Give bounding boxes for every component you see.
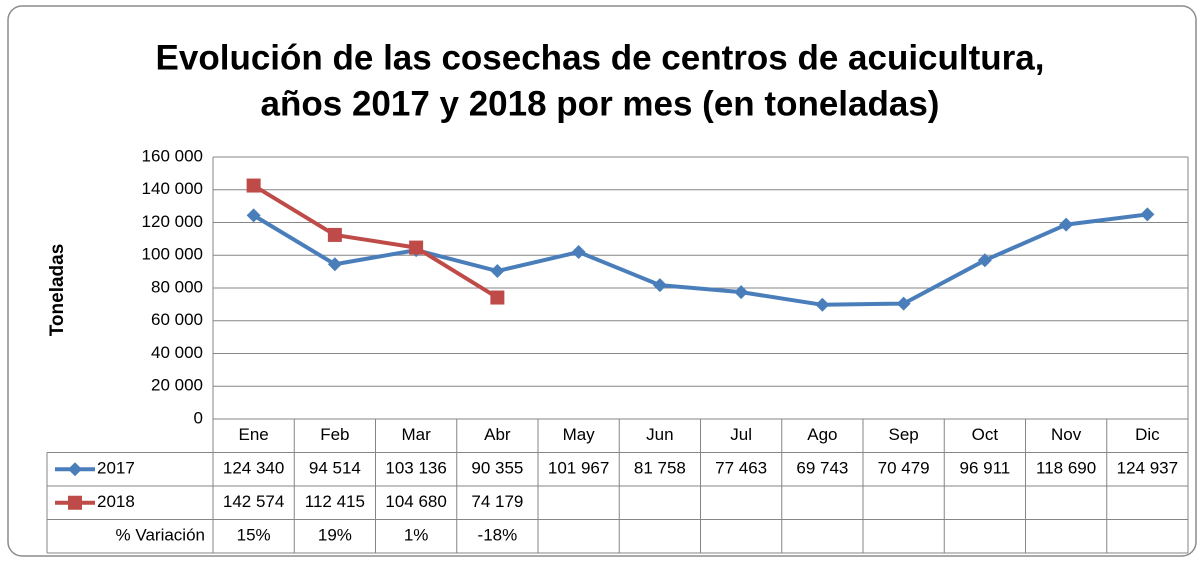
y-tick-label: 100 000 bbox=[142, 245, 203, 264]
x-tick-label: Oct bbox=[972, 425, 999, 444]
x-tick-label: Jun bbox=[646, 425, 673, 444]
table-cell: 19% bbox=[318, 526, 352, 545]
table-cell: 112 415 bbox=[305, 492, 365, 511]
data-point bbox=[490, 264, 505, 279]
data-point bbox=[1140, 207, 1155, 222]
table-cell: 101 967 bbox=[548, 459, 609, 478]
x-tick-label: Nov bbox=[1051, 425, 1082, 444]
x-tick-label: Dic bbox=[1135, 425, 1160, 444]
row-label: % Variación bbox=[116, 526, 205, 545]
x-tick-label: Feb bbox=[320, 425, 349, 444]
x-tick-label: Sep bbox=[889, 425, 919, 444]
legend-label: 2018 bbox=[97, 492, 135, 511]
data-point bbox=[652, 278, 667, 293]
table-cell: 81 758 bbox=[634, 459, 686, 478]
table-cell: 118 690 bbox=[1036, 459, 1096, 478]
x-tick-label: May bbox=[563, 425, 596, 444]
table-cell: 124 340 bbox=[223, 459, 284, 478]
data-point bbox=[246, 178, 261, 193]
x-tick-label: Ene bbox=[239, 425, 269, 444]
data-point bbox=[490, 290, 505, 305]
chart-title: años 2017 y 2018 por mes (en toneladas) bbox=[261, 84, 940, 123]
x-tick-label: Jul bbox=[730, 425, 752, 444]
data-point bbox=[815, 297, 830, 312]
y-tick-label: 60 000 bbox=[151, 310, 203, 329]
table-cell: 96 911 bbox=[960, 459, 1011, 478]
chart-title: Evolución de las cosechas de centros de … bbox=[156, 38, 1045, 77]
table-cell: 90 355 bbox=[471, 459, 523, 478]
data-point bbox=[977, 253, 992, 268]
table-cell: 15% bbox=[237, 526, 271, 545]
data-point bbox=[571, 245, 586, 260]
y-tick-label: 120 000 bbox=[142, 212, 203, 231]
table-cell: 94 514 bbox=[309, 459, 361, 478]
y-tick-label: 140 000 bbox=[142, 179, 203, 198]
data-point bbox=[327, 227, 342, 242]
table-cell: 124 937 bbox=[1117, 459, 1178, 478]
y-tick-label: 40 000 bbox=[151, 343, 203, 362]
table-cell: 69 743 bbox=[796, 459, 848, 478]
table-cell: 1% bbox=[404, 526, 429, 545]
table-cell: 74 179 bbox=[471, 492, 523, 511]
data-point bbox=[409, 240, 424, 255]
table-cell: 104 680 bbox=[385, 492, 446, 511]
table-cell: -18% bbox=[478, 526, 518, 545]
legend-marker bbox=[68, 495, 82, 510]
data-point bbox=[327, 257, 342, 272]
y-tick-label: 160 000 bbox=[142, 146, 203, 165]
y-tick-label: 80 000 bbox=[151, 277, 203, 296]
y-axis-label: Toneladas bbox=[47, 244, 68, 337]
table-cell: 103 136 bbox=[385, 459, 446, 478]
data-point bbox=[1059, 217, 1074, 232]
y-tick-label: 20 000 bbox=[151, 376, 203, 395]
data-point bbox=[896, 296, 911, 311]
y-tick-label: 0 bbox=[194, 408, 203, 427]
series-line bbox=[252, 212, 1148, 307]
data-point bbox=[734, 285, 749, 300]
x-tick-label: Mar bbox=[401, 425, 431, 444]
series-line bbox=[252, 183, 499, 300]
table-cell: 77 463 bbox=[715, 459, 767, 478]
legend-label: 2017 bbox=[97, 459, 135, 478]
data-point bbox=[246, 208, 261, 223]
table-cell: 142 574 bbox=[223, 492, 284, 511]
legend-marker bbox=[68, 462, 82, 477]
x-tick-label: Abr bbox=[484, 425, 511, 444]
x-tick-label: Ago bbox=[807, 425, 837, 444]
table-cell: 70 479 bbox=[878, 459, 930, 478]
